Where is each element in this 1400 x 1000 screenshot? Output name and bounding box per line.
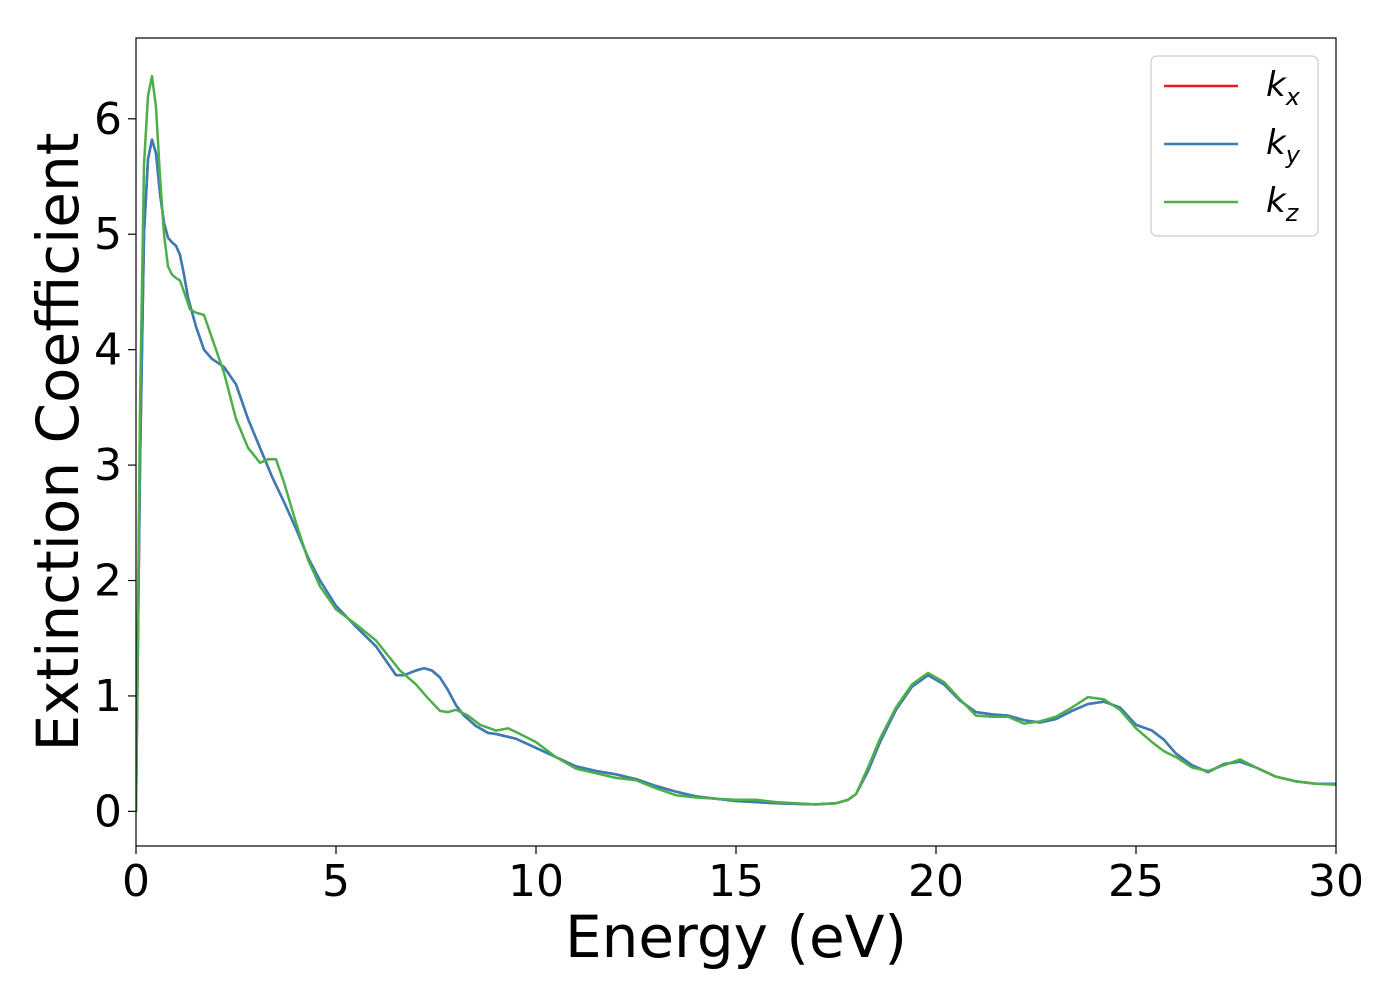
- x-axis-title: Energy (eV): [565, 903, 907, 971]
- series-layer: [136, 74, 1336, 813]
- y-tick-label: 5: [94, 209, 122, 260]
- x-tick-label: 30: [1308, 856, 1364, 907]
- x-tick-label: 10: [508, 856, 564, 907]
- x-tick-label: 5: [322, 856, 350, 907]
- x-tick-label: 15: [708, 856, 764, 907]
- x-tick-label: 20: [908, 856, 964, 907]
- x-tick-label: 25: [1108, 856, 1164, 907]
- y-tick-label: 0: [94, 786, 122, 837]
- y-axis-title: Extinction Coefficient: [24, 133, 92, 752]
- y-tick-label: 4: [94, 325, 122, 376]
- y-tick-label: 3: [94, 440, 122, 491]
- x-axis: 0 5 10 15 20 25 30: [122, 846, 1364, 907]
- y-tick-label: 1: [94, 671, 122, 722]
- y-tick-label: 6: [94, 94, 122, 145]
- x-tick-label: 0: [122, 856, 150, 907]
- series-line-k-y: [136, 138, 1336, 813]
- legend-box: [1150, 55, 1319, 237]
- series-line-k-z: [136, 74, 1336, 813]
- y-axis: 0 1 2 3 4 5 6: [94, 94, 136, 837]
- y-tick-label: 2: [94, 556, 122, 607]
